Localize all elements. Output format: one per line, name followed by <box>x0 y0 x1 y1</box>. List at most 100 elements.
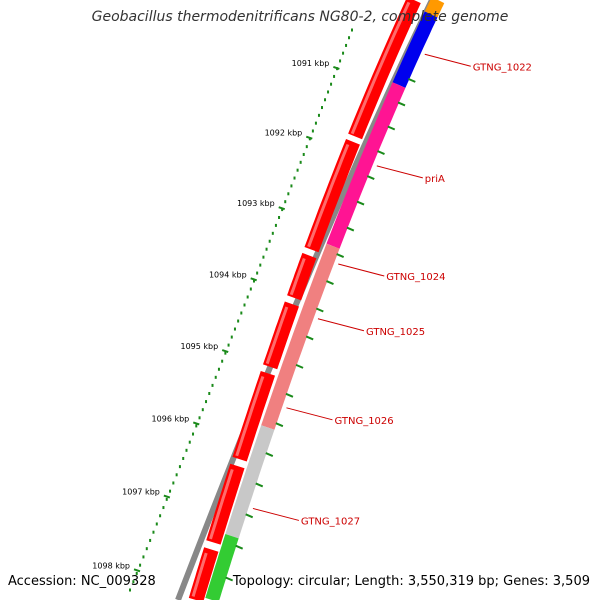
accession-text: Accession: NC_009328 <box>8 574 156 589</box>
inner-dash <box>356 200 365 206</box>
gene-leader-line <box>252 507 300 521</box>
scale-dot <box>284 200 287 204</box>
scale-dot <box>252 279 255 283</box>
gene-leader-line <box>286 407 333 421</box>
inner-dash <box>255 482 264 488</box>
scale-dot <box>211 383 214 387</box>
inner-gene-bar-6 <box>205 534 239 603</box>
scale-dot <box>314 121 317 125</box>
scale-dot <box>265 247 268 251</box>
inner-dash <box>397 101 406 107</box>
scale-dot <box>296 168 299 172</box>
scale-dot <box>330 82 333 86</box>
scale-dot <box>195 424 198 428</box>
gene-leader-line <box>338 263 385 277</box>
inner-gene-bar-3 <box>326 82 406 249</box>
scale-dot <box>321 106 323 110</box>
scale-tick <box>305 135 313 140</box>
scale-dot <box>149 538 152 542</box>
scale-dot <box>165 497 168 501</box>
forward-cds-highlight <box>235 376 265 457</box>
scale-tick <box>163 494 171 499</box>
scale-label: 1096 kbp <box>152 414 190 423</box>
inner-dash <box>275 422 284 428</box>
scale-dot <box>159 514 162 518</box>
scale-dot <box>274 223 277 227</box>
forward-cds-highlight <box>209 468 234 540</box>
scale-dot <box>152 530 155 534</box>
scale-dot <box>198 416 201 420</box>
scale-label: 1092 kbp <box>265 129 303 138</box>
gene-label: GTNG_1025 <box>366 327 425 338</box>
scale-dot <box>268 239 271 243</box>
gene-leader-line <box>317 318 365 332</box>
scale-tick <box>333 65 340 70</box>
scale-dot <box>139 563 142 567</box>
scale-dot <box>348 36 351 40</box>
inner-dash <box>336 253 345 258</box>
scale-dot <box>233 327 236 331</box>
scale-tick <box>250 277 257 282</box>
inner-dash-ticks <box>225 77 416 582</box>
scale-dot <box>324 98 327 102</box>
inner-dash <box>366 175 375 180</box>
kbp-scale: 1091 kbp 1092 kbp 1093 kbp 1094 kbp 1095 kbp… <box>92 59 340 573</box>
inner-dash <box>346 226 355 232</box>
inner-dash <box>295 363 304 369</box>
inner-strand-genes <box>205 0 445 603</box>
forward-cds-3 <box>287 252 317 301</box>
kbp-dot-ticks <box>129 28 353 592</box>
scale-dot <box>339 59 342 63</box>
scale-dot <box>205 400 208 404</box>
scale-dot <box>185 448 188 452</box>
inner-dash <box>387 125 396 131</box>
scale-dot <box>192 432 195 436</box>
forward-cds-5 <box>232 370 276 462</box>
scale-tick <box>278 206 286 211</box>
scale-dot <box>246 295 249 299</box>
scale-tick <box>221 349 229 354</box>
scale-dot <box>243 303 246 307</box>
scale-dot <box>327 90 330 94</box>
scale-dot <box>311 129 314 133</box>
inner-dash <box>225 576 234 582</box>
scale-dot <box>237 319 240 323</box>
forward-cds-2 <box>304 138 360 253</box>
inner-gene-bar-4 <box>261 243 340 430</box>
scale-dot <box>290 184 293 188</box>
gene-label: GTNG_1027 <box>301 516 360 527</box>
forward-cds-highlight <box>265 306 289 365</box>
forward-cds-7 <box>188 547 219 603</box>
inner-gene-bar-1 <box>424 0 445 18</box>
inner-dash <box>407 77 416 83</box>
forward-cds-1 <box>348 0 421 140</box>
inner-dash <box>285 392 294 398</box>
inner-dash <box>235 544 244 550</box>
scale-dot <box>142 555 145 559</box>
scale-dot <box>345 43 348 47</box>
scale-dot <box>240 311 243 315</box>
gene-label: GTNG_1022 <box>473 62 532 73</box>
gene-label: GTNG_1026 <box>334 416 393 427</box>
scale-dot <box>305 145 308 149</box>
scale-dot <box>281 208 284 212</box>
scale-dot <box>201 408 204 412</box>
scale-dot <box>317 113 320 117</box>
gene-label-leaders: GTNG_1022 priA GTNG_1024 GTNG_1025 GTNG_1026… <box>252 53 532 527</box>
scale-dot <box>129 588 131 592</box>
forward-cds-highlight <box>191 552 208 597</box>
scale-dot <box>256 271 259 275</box>
forward-cds-6 <box>206 463 245 545</box>
scale-dot <box>299 160 302 164</box>
scale-label: 1095 kbp <box>180 342 218 351</box>
scale-label: 1098 kbp <box>92 561 130 570</box>
scale-dot <box>169 489 172 493</box>
scale-dot <box>351 28 353 32</box>
forward-cds-highlight <box>307 143 350 248</box>
inner-dash <box>245 513 254 519</box>
scale-dot <box>132 580 135 584</box>
scale-dot <box>221 359 224 363</box>
scale-dot <box>162 506 165 510</box>
inner-dash <box>305 335 314 341</box>
